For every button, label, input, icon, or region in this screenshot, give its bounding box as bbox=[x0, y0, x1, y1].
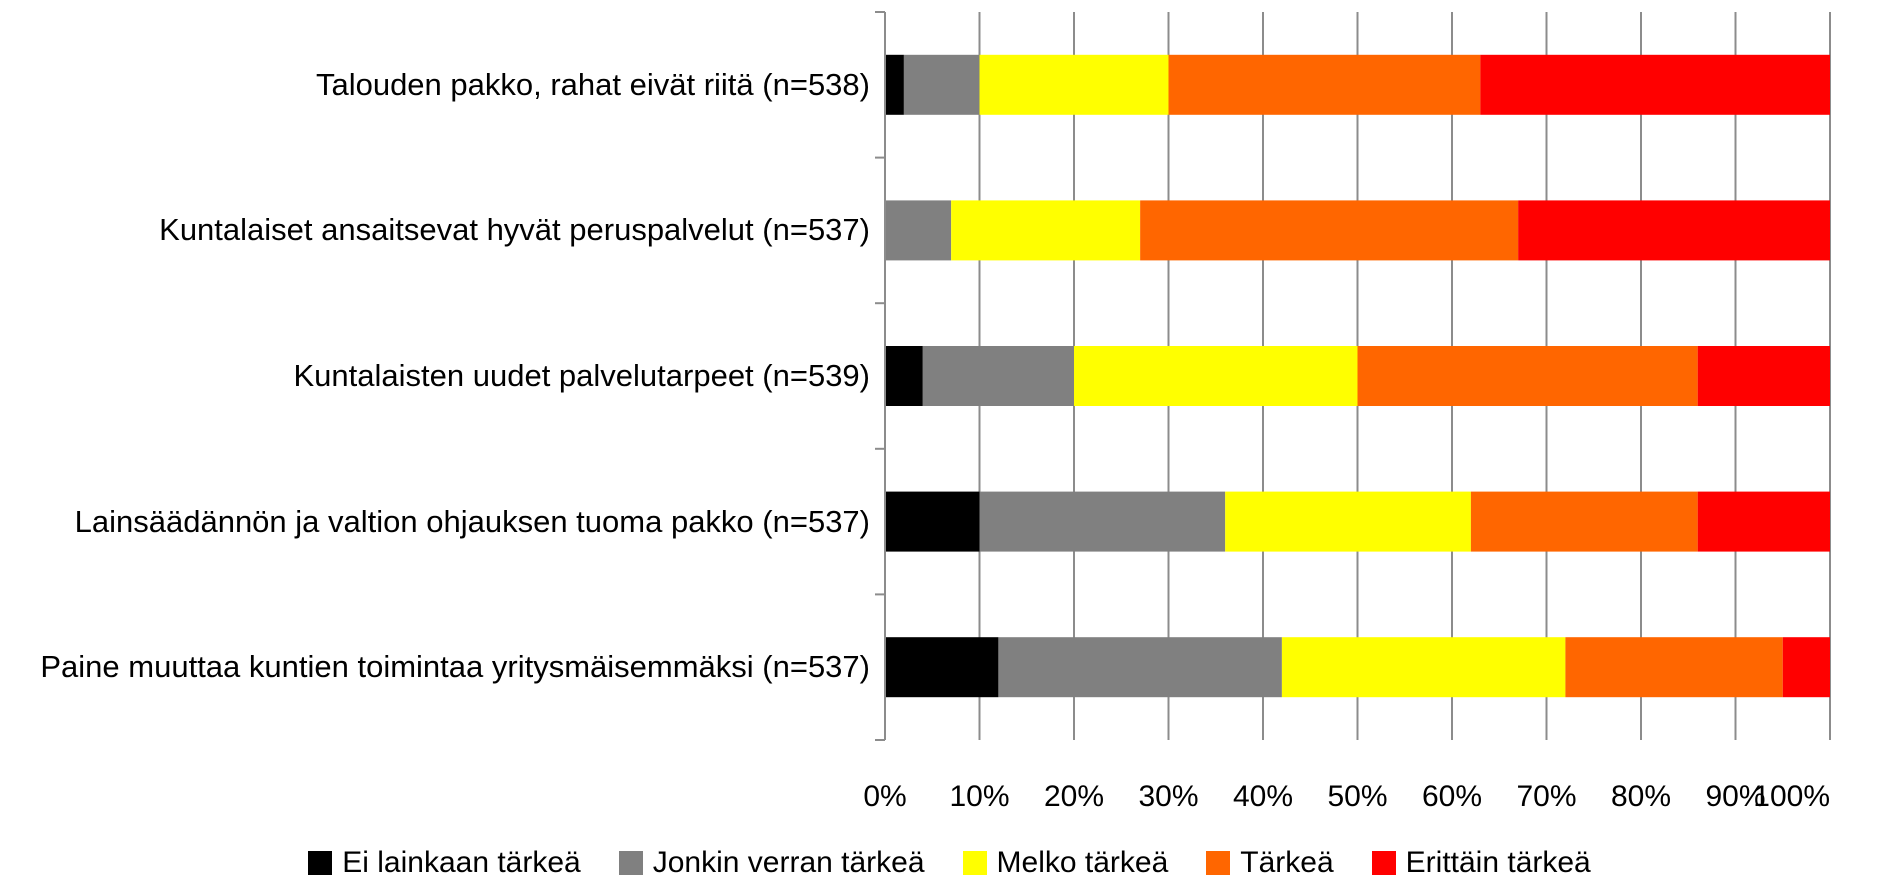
bar-segment bbox=[1357, 346, 1698, 406]
x-tick-label: 50% bbox=[1327, 780, 1387, 813]
legend-label: Melko tärkeä bbox=[996, 846, 1169, 879]
bar-segment bbox=[979, 491, 1226, 552]
x-tick-label: 70% bbox=[1516, 780, 1576, 813]
legend-item: Melko tärkeä bbox=[962, 846, 1169, 880]
legend-item: Erittäin tärkeä bbox=[1371, 846, 1591, 880]
legend-label: Erittäin tärkeä bbox=[1405, 846, 1591, 879]
x-tick-label: 0% bbox=[863, 780, 906, 813]
bar-segment bbox=[1480, 54, 1830, 115]
bar-segment bbox=[885, 346, 923, 406]
legend-label: Jonkin verran tärkeä bbox=[652, 846, 925, 879]
legend-label: Ei lainkaan tärkeä bbox=[342, 846, 581, 879]
x-tick-label: 90% bbox=[1705, 780, 1765, 813]
axes bbox=[875, 11, 886, 741]
x-tick-label: 100% bbox=[1753, 780, 1830, 813]
category-label: Kuntalaiset ansaitsevat hyvät peruspalve… bbox=[159, 212, 870, 248]
bar-segment bbox=[922, 346, 1074, 406]
bar-segment bbox=[1782, 637, 1830, 698]
x-tick-label: 60% bbox=[1422, 780, 1482, 813]
bar-segment bbox=[1518, 200, 1830, 261]
legend: Ei lainkaan tärkeä Jonkin verran tärkeä Me… bbox=[0, 846, 1899, 880]
bar-segment bbox=[885, 637, 999, 698]
legend-item: Ei lainkaan tärkeä bbox=[308, 846, 581, 880]
x-tick-label: 30% bbox=[1138, 780, 1198, 813]
bar-segment bbox=[1168, 54, 1481, 115]
legend-swatch bbox=[1206, 851, 1231, 875]
legend-item: Tärkeä bbox=[1206, 846, 1334, 880]
legend-item: Jonkin verran tärkeä bbox=[618, 846, 925, 880]
category-label: Lainsäädännön ja valtion ohjauksen tuoma… bbox=[74, 503, 870, 539]
legend-swatch bbox=[308, 851, 333, 875]
bar-segment bbox=[1225, 491, 1471, 552]
x-tick-label: 10% bbox=[949, 780, 1009, 813]
bar-segment bbox=[885, 54, 904, 115]
bar-segment bbox=[903, 54, 980, 115]
bars bbox=[885, 54, 1830, 698]
bar-segment bbox=[1697, 491, 1830, 552]
category-label: Kuntalaisten uudet palvelutarpeet (n=539… bbox=[293, 358, 871, 393]
x-tick-label: 20% bbox=[1044, 780, 1104, 813]
legend-swatch bbox=[1371, 851, 1396, 875]
x-tick-labels: 0% 10% 20% 30% 40% 50% 60% 70% 80% 90%100% bbox=[863, 780, 1830, 813]
bar-segment bbox=[1140, 200, 1519, 261]
category-label: Talouden pakko, rahat eivät riitä (n=538… bbox=[315, 66, 870, 102]
x-tick-label: 40% bbox=[1233, 780, 1293, 813]
legend-swatch bbox=[962, 851, 987, 875]
bar-segment bbox=[1565, 637, 1783, 698]
bar-segment bbox=[998, 637, 1282, 698]
bar-segment bbox=[1281, 637, 1566, 698]
bar-segment bbox=[1697, 346, 1830, 406]
bar-segment bbox=[885, 491, 980, 552]
chart-canvas: 0% 10% 20% 30% 40% 50% 60% 70% 80% 90%100% bbox=[863, 11, 1831, 813]
x-tick-label: 80% bbox=[1611, 780, 1671, 813]
category-label: Paine muuttaa kuntien toimintaa yritysmä… bbox=[40, 649, 870, 685]
legend-label: Tärkeä bbox=[1240, 846, 1334, 879]
bar-segment bbox=[1074, 346, 1358, 406]
bar-segment bbox=[979, 54, 1169, 115]
bar-segment bbox=[951, 200, 1141, 261]
bar-segment bbox=[1470, 491, 1698, 552]
bar-segment bbox=[885, 200, 952, 261]
legend-swatch bbox=[618, 851, 643, 875]
